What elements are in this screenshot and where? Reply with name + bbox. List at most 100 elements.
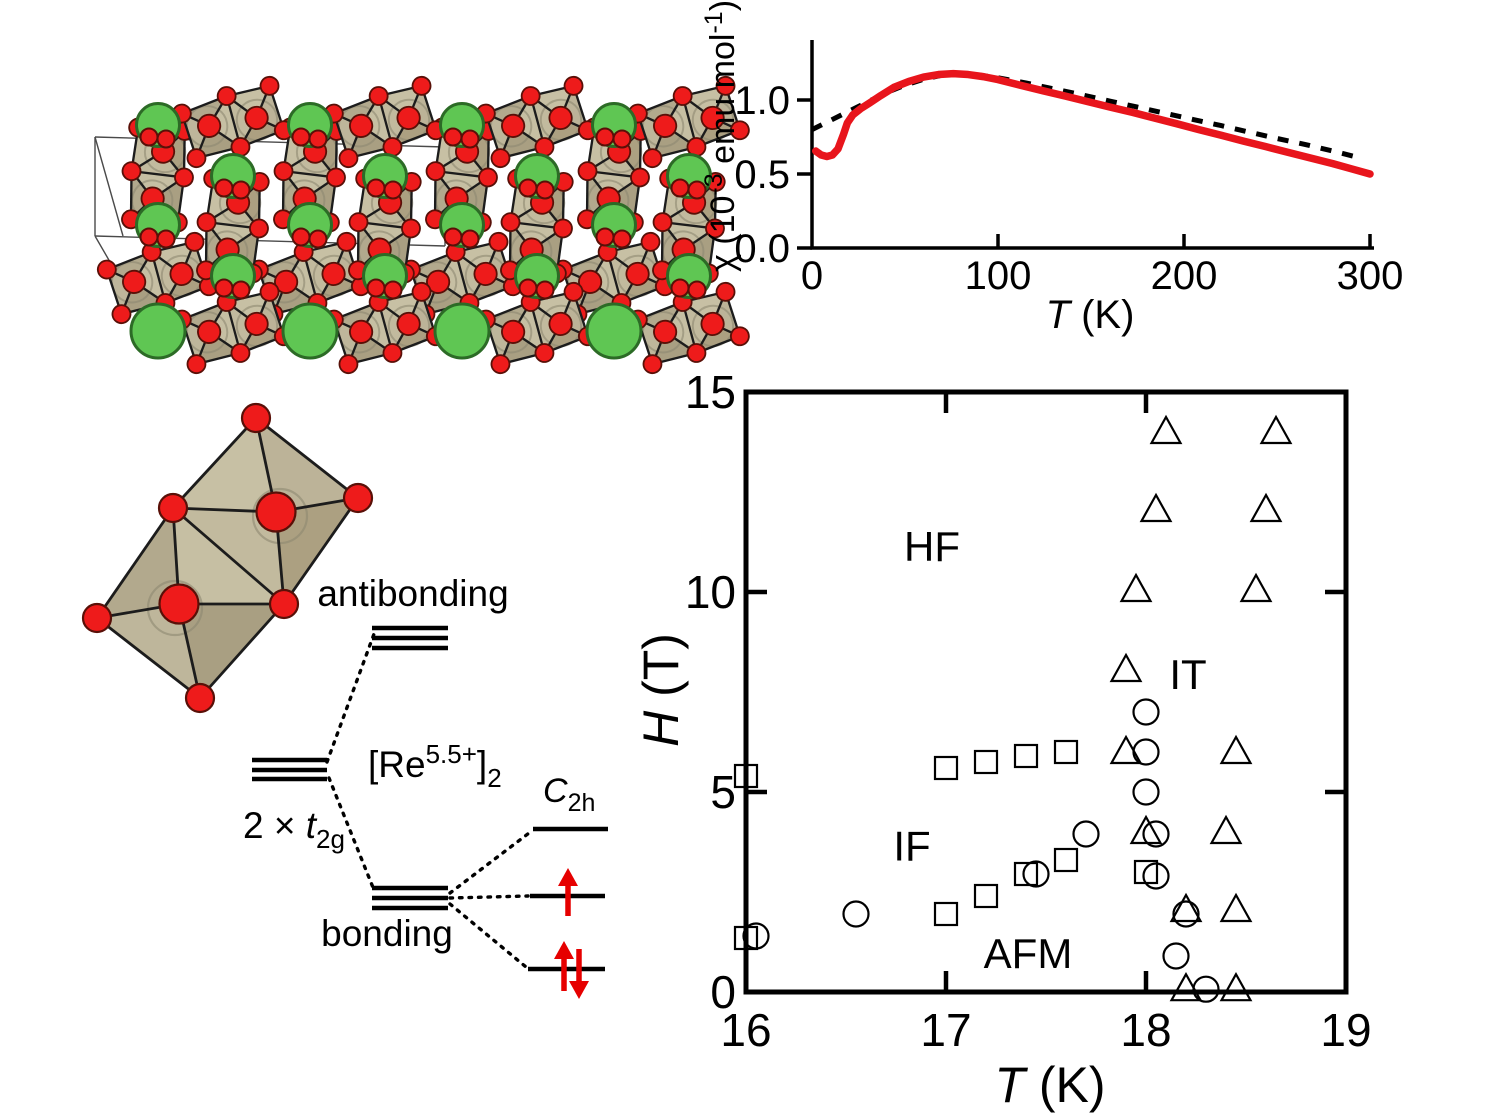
phase-marker-triangle <box>1129 814 1163 845</box>
x-tick-label: 0 <box>801 254 823 298</box>
oxygen-atom <box>411 75 432 96</box>
oxygen-atom <box>630 167 650 188</box>
phase-marker-circle <box>1142 820 1170 848</box>
phase-plot-box <box>743 389 1349 995</box>
phase-marker-circle <box>1132 778 1160 806</box>
oxygen-atom <box>687 280 707 300</box>
oxygen-atom <box>268 588 300 620</box>
octahedron-face <box>587 171 640 199</box>
phase-marker-triangle <box>1149 414 1183 445</box>
octahedron-dimer <box>248 231 371 325</box>
oxygen-atom <box>488 231 509 252</box>
octahedron-face <box>378 302 409 354</box>
phase-diagram-panel: 16 17 18 19 0 5 10 15 T (K) H (T) HF IT IF AFM <box>633 366 1372 1113</box>
phase-region-label-afm: AFM <box>984 930 1073 977</box>
oxygen-atom <box>715 281 736 302</box>
oxygen-atom <box>425 161 446 182</box>
octahedron-edge <box>95 507 175 619</box>
phase-marker-circle <box>1142 862 1170 890</box>
re2o10-dimer-drawing <box>81 402 374 714</box>
oxygen-atom <box>216 86 237 106</box>
oxygen-atom <box>259 75 280 96</box>
oxygen-atom <box>336 231 357 252</box>
crystal-structure-panel <box>94 75 750 375</box>
oxygen-atom <box>705 218 725 239</box>
rhenium-atom <box>501 113 526 138</box>
octahedron-face <box>276 498 358 604</box>
rhenium-atom <box>169 261 194 286</box>
t2g-label-sub: 2g <box>316 824 345 854</box>
oxygen-atom <box>111 304 132 325</box>
re-formula-sub: 2 <box>487 763 501 793</box>
oxygen-atom <box>553 218 573 239</box>
oxygen-atom <box>81 602 113 634</box>
phase-marker-circle <box>1132 698 1160 726</box>
oxygen-atom <box>342 482 374 514</box>
oxygen-atom <box>338 354 359 375</box>
yaxis-label-part: -1 <box>700 11 728 33</box>
phase-marker-circle <box>1162 942 1190 970</box>
cation-atom-green-large <box>585 302 643 360</box>
y-tick-label: 0.0 <box>734 227 790 271</box>
oxygen-atom <box>443 227 463 247</box>
t2g-to-bonding-connector <box>327 776 376 892</box>
y-tick-label: 10 <box>685 566 736 618</box>
phase-marker-square <box>973 749 999 775</box>
octahedron-face <box>206 222 259 250</box>
phase-series-triangle <box>1109 414 1293 1002</box>
yaxis-label-part: ) <box>704 0 742 11</box>
octahedron-edge <box>198 603 286 699</box>
chi-axes <box>810 40 1374 250</box>
phase-marker-circle <box>1072 820 1100 848</box>
octahedron-face <box>590 252 622 304</box>
phase-region-label-hf: HF <box>904 523 960 570</box>
cation-atom-green-large <box>129 302 187 360</box>
octahedron-face <box>607 252 638 304</box>
oxygen-atom <box>214 278 234 298</box>
phase-marker-circle <box>742 922 770 950</box>
re-formula-close: ] <box>477 744 487 785</box>
octahedron-face <box>131 171 184 199</box>
oxygen-atom <box>460 229 480 249</box>
t2g-label-italic: t <box>306 805 318 846</box>
octahedron-face <box>682 302 713 354</box>
oxygen-atom <box>411 281 432 302</box>
octahedron-face <box>378 96 409 148</box>
oxygen-atom <box>729 120 750 141</box>
oxygen-atom <box>670 178 690 198</box>
oxygen-atom <box>612 129 632 149</box>
oxygen-atom <box>401 218 421 239</box>
octahedron-face <box>358 222 411 250</box>
phase-marker-triangle <box>1109 734 1143 765</box>
phase-marker-square <box>1013 743 1039 769</box>
rhenium-atom <box>244 311 269 336</box>
oxygen-atom <box>196 212 217 233</box>
bonding-label: bonding <box>321 913 453 954</box>
oxygen-atom <box>184 682 216 714</box>
re-formula-sup: 5.5+ <box>426 739 477 769</box>
octahedron-dimer <box>627 75 750 169</box>
oxygen-atom <box>595 227 615 247</box>
oxygen-atom <box>460 129 480 149</box>
c2h-label-italic: C <box>543 772 568 810</box>
oxygen-atom <box>652 212 673 233</box>
bonding-to-lower-connector <box>448 902 528 969</box>
oxygen-atom <box>214 178 234 198</box>
octahedron-face <box>438 252 470 304</box>
phase-yaxis-label: H (T) <box>633 633 689 747</box>
x-tick-label: 18 <box>1120 1004 1171 1056</box>
yaxis-label-part: χ (10 <box>704 196 742 272</box>
phase-marker-circle <box>1132 738 1160 766</box>
oxygen-atom <box>535 180 555 200</box>
oxygen-atom <box>291 127 311 147</box>
oxygen-atom <box>259 281 280 302</box>
octahedron-dimer <box>323 281 446 375</box>
octahedron-face <box>209 96 241 148</box>
yaxis-label-part: -3 <box>700 173 728 195</box>
spin-up-arrow <box>554 941 574 991</box>
rhenium-atom <box>426 269 451 294</box>
phase-marker-circle <box>1172 900 1200 928</box>
rhenium-atom <box>197 319 222 344</box>
oxygen-atom <box>186 148 207 169</box>
